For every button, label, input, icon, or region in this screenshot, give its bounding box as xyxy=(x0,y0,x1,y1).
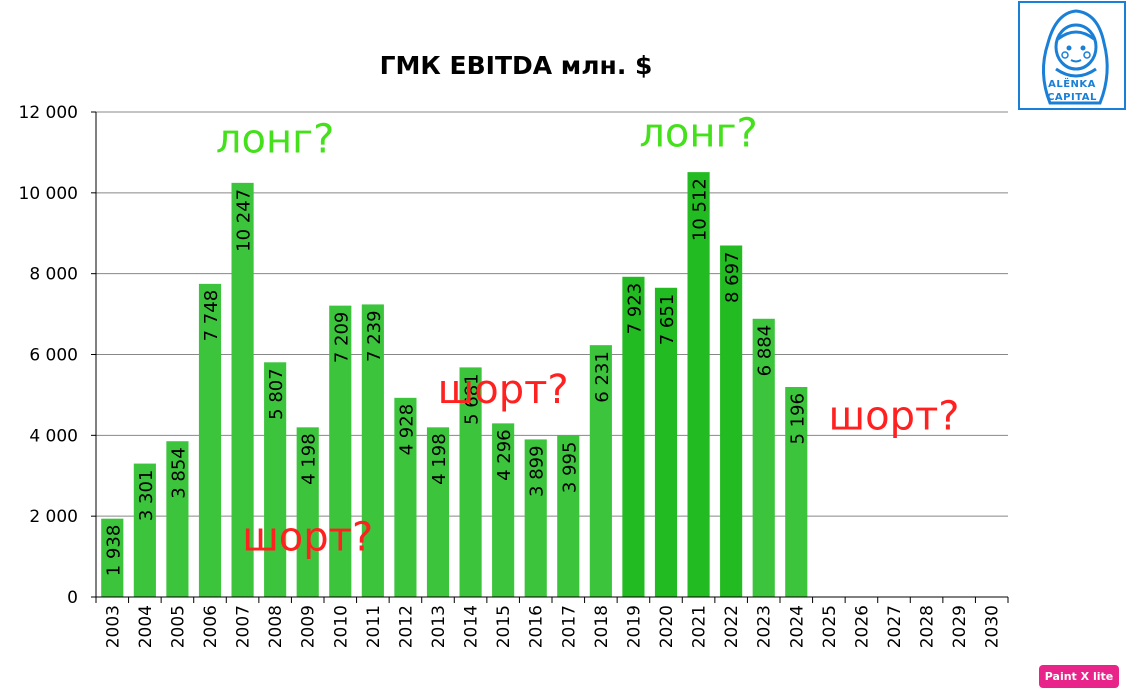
x-tick-label: 2005 xyxy=(168,605,188,648)
data-label-2022: 8 697 xyxy=(722,251,743,303)
bar-2021 xyxy=(687,172,710,597)
y-tick-label: 2 000 xyxy=(29,507,78,527)
x-tick-label: 2010 xyxy=(331,605,351,648)
x-tick-label: 2025 xyxy=(820,605,840,648)
x-tick-label: 2015 xyxy=(494,605,514,648)
bar-2008 xyxy=(264,362,287,597)
data-label-2009: 4 198 xyxy=(299,433,320,485)
x-tick-label: 2012 xyxy=(396,605,416,648)
data-label-2024: 5 196 xyxy=(787,393,808,445)
data-label-2016: 3 899 xyxy=(527,445,548,497)
y-tick-label: 10 000 xyxy=(19,184,78,204)
bar-2004 xyxy=(133,463,156,597)
data-label-2007: 10 247 xyxy=(234,189,255,252)
bar-2017 xyxy=(557,435,580,597)
data-label-2005: 3 854 xyxy=(168,447,189,499)
x-tick-label: 2023 xyxy=(755,605,775,648)
y-tick-label: 6 000 xyxy=(29,346,78,366)
bar-2015 xyxy=(492,423,515,597)
x-tick-label: 2029 xyxy=(950,605,970,648)
data-label-2010: 7 209 xyxy=(331,312,352,364)
x-tick-label: 2003 xyxy=(103,605,123,648)
y-tick-label: 8 000 xyxy=(29,265,78,285)
x-tick-label: 2006 xyxy=(201,605,221,648)
data-label-2019: 7 923 xyxy=(624,283,645,335)
data-label-2023: 6 884 xyxy=(755,325,776,377)
y-tick-label: 4 000 xyxy=(29,426,78,446)
chart-title: ГМК EBITDA млн. $ xyxy=(380,51,653,80)
annotation-text: шорт? xyxy=(438,367,569,413)
x-tick-label: 2004 xyxy=(136,605,156,648)
x-tick-label: 2013 xyxy=(429,605,449,648)
data-labels: 1 938 3 301 3 854 7 748 10 247 5 807 4 198 7 20… xyxy=(103,178,808,576)
data-label-2012: 4 928 xyxy=(396,404,417,456)
data-label-2011: 7 239 xyxy=(364,310,385,362)
x-tick-label: 2026 xyxy=(852,605,872,648)
x-tick-label: 2027 xyxy=(885,605,905,648)
x-tick-label: 2007 xyxy=(234,605,254,648)
bar-2003 xyxy=(101,518,124,597)
bar-2010 xyxy=(329,305,352,597)
matryoshka-icon xyxy=(1042,9,1109,105)
x-tick-label: 2020 xyxy=(657,605,677,648)
watermark-badge: Paint X lite xyxy=(1039,665,1119,688)
data-label-2004: 3 301 xyxy=(136,470,157,522)
bar-2020 xyxy=(654,287,678,597)
y-tick-label: 0 xyxy=(67,588,78,608)
axes: 0 2 000 4 000 6 000 8 000 10 000 12 000 2003 200… xyxy=(19,103,1009,648)
annotations: лонг? лонг? шорт? шорт? шорт? xyxy=(216,110,960,560)
bar-2024 xyxy=(785,386,808,597)
bar-2022 xyxy=(720,245,743,597)
bar-2011 xyxy=(361,304,384,597)
logo-line1: ALЁNKA xyxy=(1048,79,1096,90)
annotation-text: шорт? xyxy=(829,393,960,439)
annotation-text: шорт? xyxy=(242,515,373,561)
data-label-2020: 7 651 xyxy=(657,294,678,346)
x-tick-label: 2008 xyxy=(266,605,286,648)
bars xyxy=(101,172,808,598)
x-tick-label: 2022 xyxy=(722,605,742,648)
data-label-2014: 5 681 xyxy=(462,373,483,425)
bar-2007 xyxy=(231,182,254,598)
bar-2023 xyxy=(752,318,775,597)
bar-2016 xyxy=(524,439,547,597)
x-tick-label: 2017 xyxy=(559,605,579,648)
x-tick-label: 2014 xyxy=(462,605,482,648)
data-label-2013: 4 198 xyxy=(429,433,450,485)
data-label-2021: 10 512 xyxy=(690,178,711,241)
data-label-2015: 4 296 xyxy=(494,429,515,481)
bar-2018 xyxy=(589,345,612,597)
bar-2019 xyxy=(622,276,645,597)
data-label-2006: 7 748 xyxy=(201,290,222,342)
logo-line2: CAPITAL xyxy=(1047,92,1097,103)
y-tick-label: 12 000 xyxy=(19,103,78,123)
x-tick-label: 2009 xyxy=(299,605,319,648)
x-tick-label: 2018 xyxy=(592,605,612,648)
x-tick-label: 2030 xyxy=(983,605,1003,648)
logo: ALЁNKA CAPITAL xyxy=(1018,1,1126,110)
x-tick-label: 2021 xyxy=(690,605,710,648)
bar-2014 xyxy=(459,367,482,597)
bar-2009 xyxy=(296,427,319,597)
data-label-2003: 1 938 xyxy=(103,525,124,577)
bar-2005 xyxy=(166,441,189,597)
bar-2012 xyxy=(394,397,417,597)
data-label-2017: 3 995 xyxy=(559,442,580,494)
x-tick-label: 2024 xyxy=(787,605,807,648)
x-tick-label: 2019 xyxy=(624,605,644,648)
bar-2006 xyxy=(198,283,222,597)
bar-2013 xyxy=(426,427,450,597)
x-tick-label: 2011 xyxy=(364,605,384,648)
x-tick-label: 2028 xyxy=(918,605,938,648)
data-label-2008: 5 807 xyxy=(266,368,287,420)
data-label-2018: 6 231 xyxy=(592,351,613,403)
annotation-text: лонг? xyxy=(216,116,334,162)
x-tick-label: 2016 xyxy=(527,605,547,648)
annotation-text: лонг? xyxy=(639,110,757,156)
